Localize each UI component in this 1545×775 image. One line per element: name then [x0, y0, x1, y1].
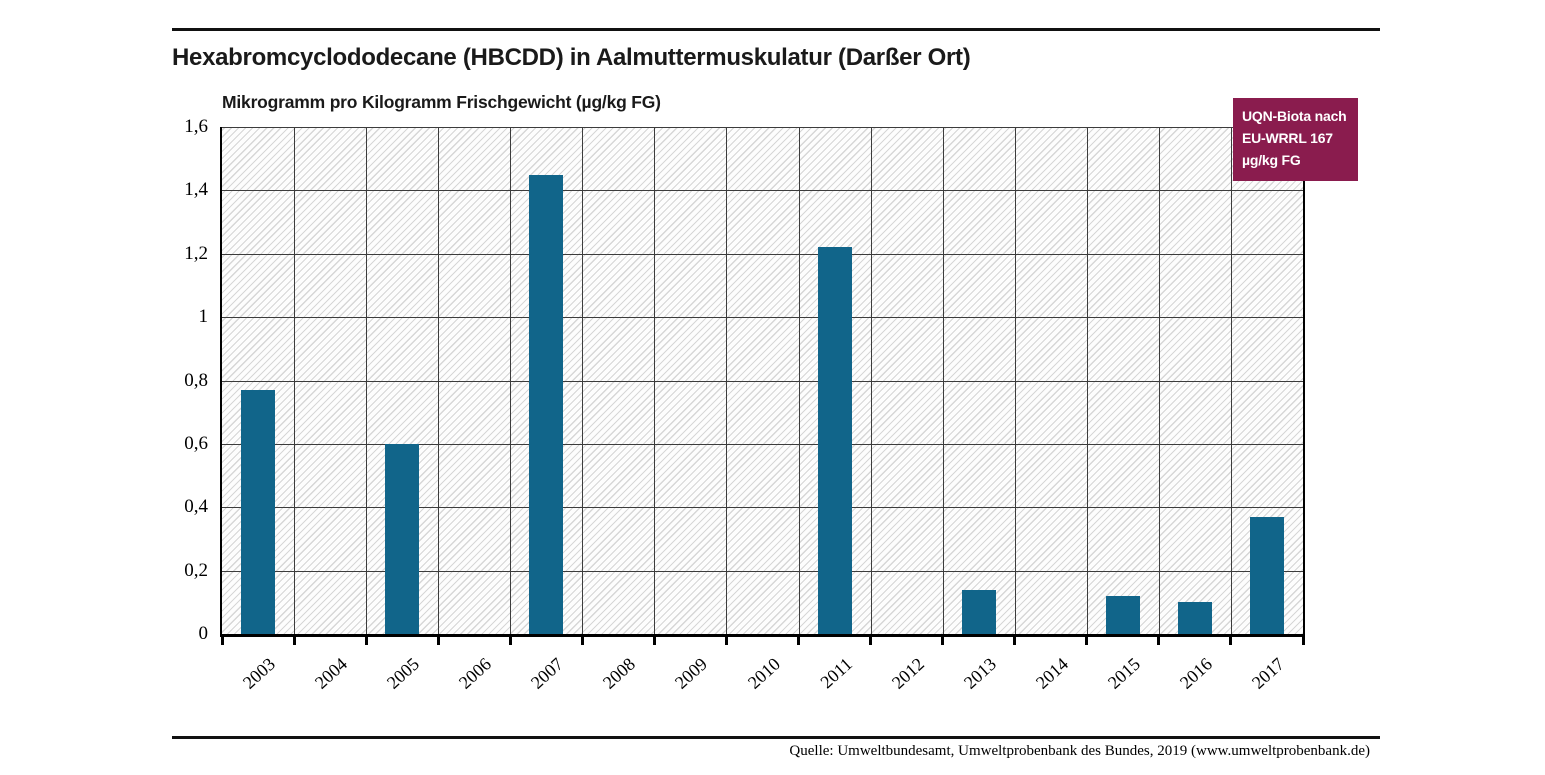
plot-area [220, 127, 1305, 637]
gridline-vertical [870, 127, 872, 634]
gridline-horizontal [222, 190, 1303, 192]
x-axis-tick [1229, 637, 1233, 645]
y-tick-label-1,2: 1,2 [184, 242, 208, 264]
gridline-vertical [1086, 127, 1088, 634]
x-axis-tick [941, 637, 945, 645]
gridline-vertical [654, 127, 656, 634]
uqn-annotation-line: µg/kg FG [1242, 152, 1301, 168]
uqn-annotation-line: UQN-Biota nach [1242, 108, 1347, 124]
x-tick-label-2010: 2010 [743, 653, 784, 693]
x-axis-tick [1013, 637, 1017, 645]
x-tick-label-2006: 2006 [455, 653, 496, 693]
source-attribution: Quelle: Umweltbundesamt, Umweltprobenban… [789, 743, 1370, 759]
x-axis-tick [1157, 637, 1161, 645]
x-tick-label-2013: 2013 [959, 653, 1000, 693]
gridline-vertical [438, 127, 440, 634]
bar-2015 [1105, 595, 1140, 634]
x-axis-tick [220, 637, 224, 645]
gridline-horizontal [222, 253, 1303, 255]
x-axis-tick [436, 637, 440, 645]
gridline-horizontal [222, 507, 1303, 509]
bar-2017 [1249, 516, 1284, 634]
x-tick-label-2004: 2004 [311, 653, 352, 693]
x-axis-tick [869, 637, 873, 645]
x-tick-label-2007: 2007 [527, 653, 568, 693]
uqn-annotation-line: EU-WRRL 167 [1242, 130, 1333, 146]
gridline-vertical [798, 127, 800, 634]
gridline-vertical [1014, 127, 1016, 634]
gridline-horizontal [222, 570, 1303, 572]
y-tick-label-1,6: 1,6 [184, 116, 208, 137]
bar-2003 [241, 390, 276, 634]
x-axis-tick [1085, 637, 1089, 645]
x-tick-label-2003: 2003 [238, 653, 280, 693]
top-rule [172, 28, 1380, 31]
gridline-vertical [510, 127, 512, 634]
gridline-vertical [366, 127, 368, 634]
y-tick-label-0: 0 [198, 623, 209, 644]
y-tick-label-0,8: 0,8 [184, 369, 208, 391]
bottom-rule [172, 736, 1380, 739]
y-axis-title: Mikrogramm pro Kilogramm Frischgewicht (… [222, 92, 661, 112]
gridline-vertical [294, 127, 296, 634]
uqn-annotation-box: UQN-Biota nach EU-WRRL 167 µg/kg FG [1233, 98, 1358, 181]
x-tick-label-2009: 2009 [671, 653, 712, 693]
x-tick-label-2008: 2008 [599, 653, 640, 693]
gridline-horizontal [222, 317, 1303, 319]
bar-2005 [385, 443, 420, 634]
x-axis-tick [364, 637, 368, 645]
x-axis-tick [1301, 637, 1305, 645]
bar-2013 [961, 589, 996, 634]
gridline-vertical [1230, 127, 1232, 634]
x-tick-label-2005: 2005 [383, 653, 424, 693]
bar-2016 [1177, 602, 1212, 634]
x-axis-tick [652, 637, 656, 645]
x-tick-label-2014: 2014 [1031, 653, 1072, 693]
y-tick-label-0,6: 0,6 [184, 432, 208, 454]
gridline-vertical [582, 127, 584, 634]
x-tick-label-2012: 2012 [887, 653, 928, 693]
x-axis-tick [292, 637, 296, 645]
x-axis-tick [724, 637, 728, 645]
gridline-horizontal [222, 127, 1303, 128]
gridline-horizontal [222, 443, 1303, 445]
x-axis-tick [797, 637, 801, 645]
bar-2011 [817, 247, 852, 634]
y-tick-label-0,2: 0,2 [184, 559, 208, 581]
gridline-vertical [942, 127, 944, 634]
x-axis-tick [508, 637, 512, 645]
gridline-vertical [726, 127, 728, 634]
y-tick-label-0,4: 0,4 [184, 496, 208, 518]
chart-title: Hexabromcyclododecane (HBCDD) in Aalmutt… [172, 44, 971, 71]
bar-2007 [529, 174, 564, 634]
x-axis-tick [580, 637, 584, 645]
x-tick-label-2017: 2017 [1247, 653, 1289, 693]
x-tick-label-2015: 2015 [1103, 653, 1144, 693]
y-tick-label-1,4: 1,4 [184, 179, 208, 201]
gridline-horizontal [222, 380, 1303, 382]
y-tick-label-1: 1 [198, 306, 209, 328]
gridline-vertical [1158, 127, 1160, 634]
x-tick-label-2011: 2011 [815, 653, 856, 693]
x-tick-label-2016: 2016 [1175, 653, 1216, 693]
